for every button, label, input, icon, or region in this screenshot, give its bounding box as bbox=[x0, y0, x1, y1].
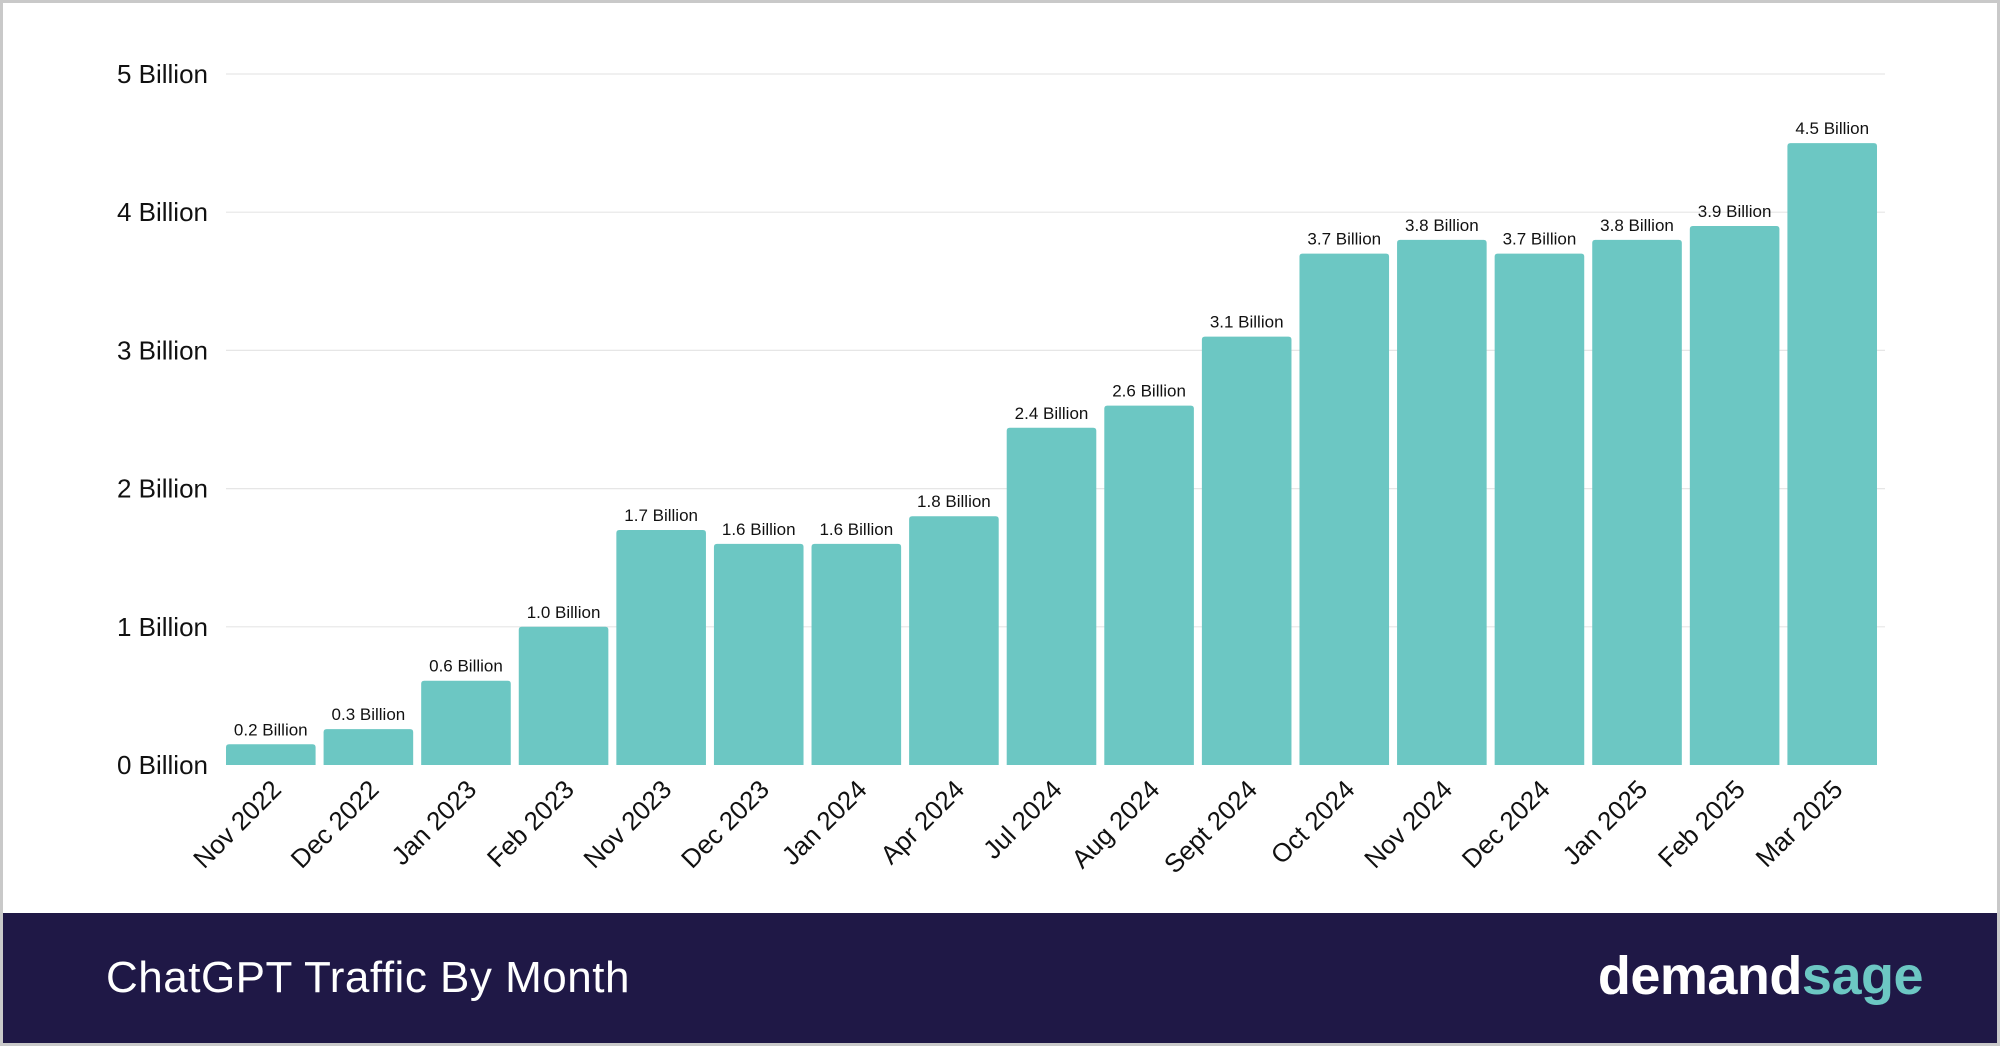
bar bbox=[1006, 427, 1097, 765]
x-tick-label: Feb 2023 bbox=[481, 774, 580, 873]
bars bbox=[226, 143, 1877, 766]
data-label: 3.7 Billion bbox=[1503, 230, 1577, 249]
data-labels: 0.2 Billion 0.3 Billion 0.6 Billion 1.0 Bil… bbox=[234, 119, 1869, 739]
chart-frame: 0 Billion 1 Billion 2 Billion 3 Billion 4 Bi… bbox=[3, 3, 1997, 1043]
x-tick-label: Dec 2022 bbox=[285, 774, 385, 874]
bar bbox=[1397, 239, 1487, 766]
x-tick-label: Oct 2024 bbox=[1265, 774, 1361, 870]
data-label: 1.6 Billion bbox=[819, 520, 893, 539]
bar bbox=[1592, 239, 1682, 766]
data-label: 4.5 Billion bbox=[1795, 119, 1869, 138]
bar bbox=[1787, 143, 1877, 766]
bar-chart: 0 Billion 1 Billion 2 Billion 3 Billion 4 Bi… bbox=[117, 59, 1885, 879]
brand-logo-part2: sage bbox=[1801, 946, 1924, 1006]
x-tick-label: Aug 2024 bbox=[1065, 774, 1165, 874]
y-tick-label: 2 Billion bbox=[117, 474, 208, 504]
bar bbox=[421, 680, 511, 765]
y-tick-label: 5 Billion bbox=[117, 59, 208, 89]
bar bbox=[323, 729, 414, 765]
bar bbox=[713, 543, 804, 765]
bar bbox=[518, 626, 609, 765]
footer-banner: ChatGPT Traffic By Month demandsage bbox=[3, 913, 1997, 1043]
x-tick-label: Dec 2024 bbox=[1456, 774, 1556, 874]
data-label: 3.8 Billion bbox=[1405, 216, 1479, 235]
data-label: 0.6 Billion bbox=[429, 657, 503, 676]
brand-logo[interactable]: demandsage bbox=[1597, 945, 1924, 1007]
x-tick-label: Jan 2025 bbox=[1556, 774, 1653, 871]
x-tick-label: Jan 2024 bbox=[776, 774, 873, 871]
bar bbox=[811, 543, 902, 765]
data-label: 0.2 Billion bbox=[234, 720, 308, 739]
data-label: 1.8 Billion bbox=[917, 492, 991, 511]
x-tick-label: Feb 2025 bbox=[1652, 774, 1751, 873]
y-tick-label: 1 Billion bbox=[117, 612, 208, 642]
x-tick-label: Nov 2024 bbox=[1358, 774, 1458, 874]
y-tick-label: 4 Billion bbox=[117, 197, 208, 227]
x-tick-label: Jul 2024 bbox=[977, 774, 1068, 865]
bar bbox=[909, 516, 999, 765]
bar bbox=[1689, 226, 1780, 765]
x-tick-label: Dec 2023 bbox=[675, 774, 775, 874]
data-label: 3.9 Billion bbox=[1698, 202, 1772, 221]
bar bbox=[1104, 405, 1194, 765]
y-tick-label: 3 Billion bbox=[117, 335, 208, 365]
bar bbox=[1299, 253, 1390, 765]
data-label: 1.6 Billion bbox=[722, 520, 796, 539]
brand-logo-part1: demand bbox=[1597, 946, 1803, 1006]
x-tick-label: Jan 2023 bbox=[385, 774, 482, 871]
y-tick-label: 0 Billion bbox=[117, 750, 208, 780]
data-label: 2.4 Billion bbox=[1015, 404, 1089, 423]
bar bbox=[1201, 336, 1292, 765]
x-tick-label: Mar 2025 bbox=[1750, 774, 1849, 873]
x-tick-label: Nov 2022 bbox=[187, 774, 287, 874]
data-label: 2.6 Billion bbox=[1112, 382, 1186, 401]
bar bbox=[616, 530, 706, 765]
x-tick-label: Sept 2024 bbox=[1158, 774, 1263, 879]
data-label: 0.3 Billion bbox=[332, 705, 406, 724]
bar bbox=[226, 744, 316, 765]
data-label: 3.7 Billion bbox=[1307, 230, 1381, 249]
y-axis-ticks: 0 Billion 1 Billion 2 Billion 3 Billion 4 Bi… bbox=[117, 59, 208, 780]
data-label: 1.7 Billion bbox=[624, 506, 698, 525]
x-tick-label: Nov 2023 bbox=[577, 774, 677, 874]
chart-title: ChatGPT Traffic By Month bbox=[106, 953, 630, 1002]
data-label: 3.8 Billion bbox=[1600, 216, 1674, 235]
data-label: 1.0 Billion bbox=[527, 603, 601, 622]
bar bbox=[1494, 253, 1585, 765]
x-tick-label: Apr 2024 bbox=[874, 774, 970, 870]
data-label: 3.1 Billion bbox=[1210, 313, 1284, 332]
